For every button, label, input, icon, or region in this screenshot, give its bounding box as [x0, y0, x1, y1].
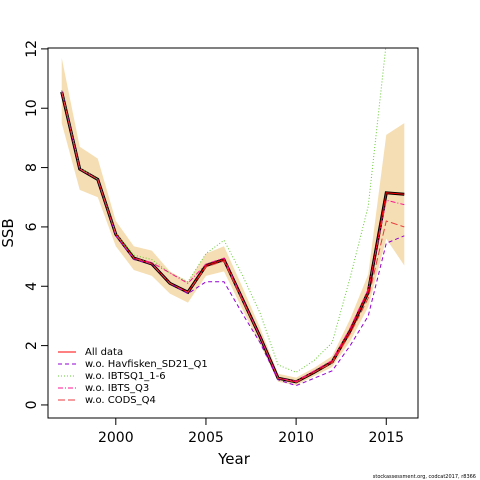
y-tick-label: 0 [24, 400, 40, 409]
y-tick-label: 8 [24, 163, 40, 172]
y-tick-label: 2 [24, 341, 40, 350]
footer: stockassessment.org, codcat2017, r8366 [373, 474, 476, 480]
legend-label: All data [85, 347, 123, 358]
legend-label: w.o. IBTSQ1_1-6 [85, 371, 166, 382]
legend-label: w.o. Havfisken_SD21_Q1 [85, 359, 208, 370]
legend-label: w.o. CODS_Q4 [85, 395, 156, 406]
y-axis-label: SSB [0, 218, 17, 247]
series-line [61, 90, 405, 387]
y-tick-label: 4 [24, 282, 40, 291]
x-tick-label: 2015 [368, 430, 404, 446]
x-tick-label: 2005 [188, 430, 224, 446]
x-tick-label: 2000 [98, 430, 134, 446]
x-tick-label: 2010 [278, 430, 314, 446]
series-line [61, 91, 405, 383]
plot-area [60, 48, 405, 387]
plot-frame [47, 47, 419, 419]
x-axis-label: Year [217, 450, 251, 468]
y-tick-label: 12 [24, 40, 40, 58]
y-tick-label: 10 [24, 99, 40, 117]
y-tick-label: 6 [24, 222, 40, 231]
legend-label: w.o. IBTS_Q3 [85, 383, 149, 394]
series-line [61, 48, 387, 373]
